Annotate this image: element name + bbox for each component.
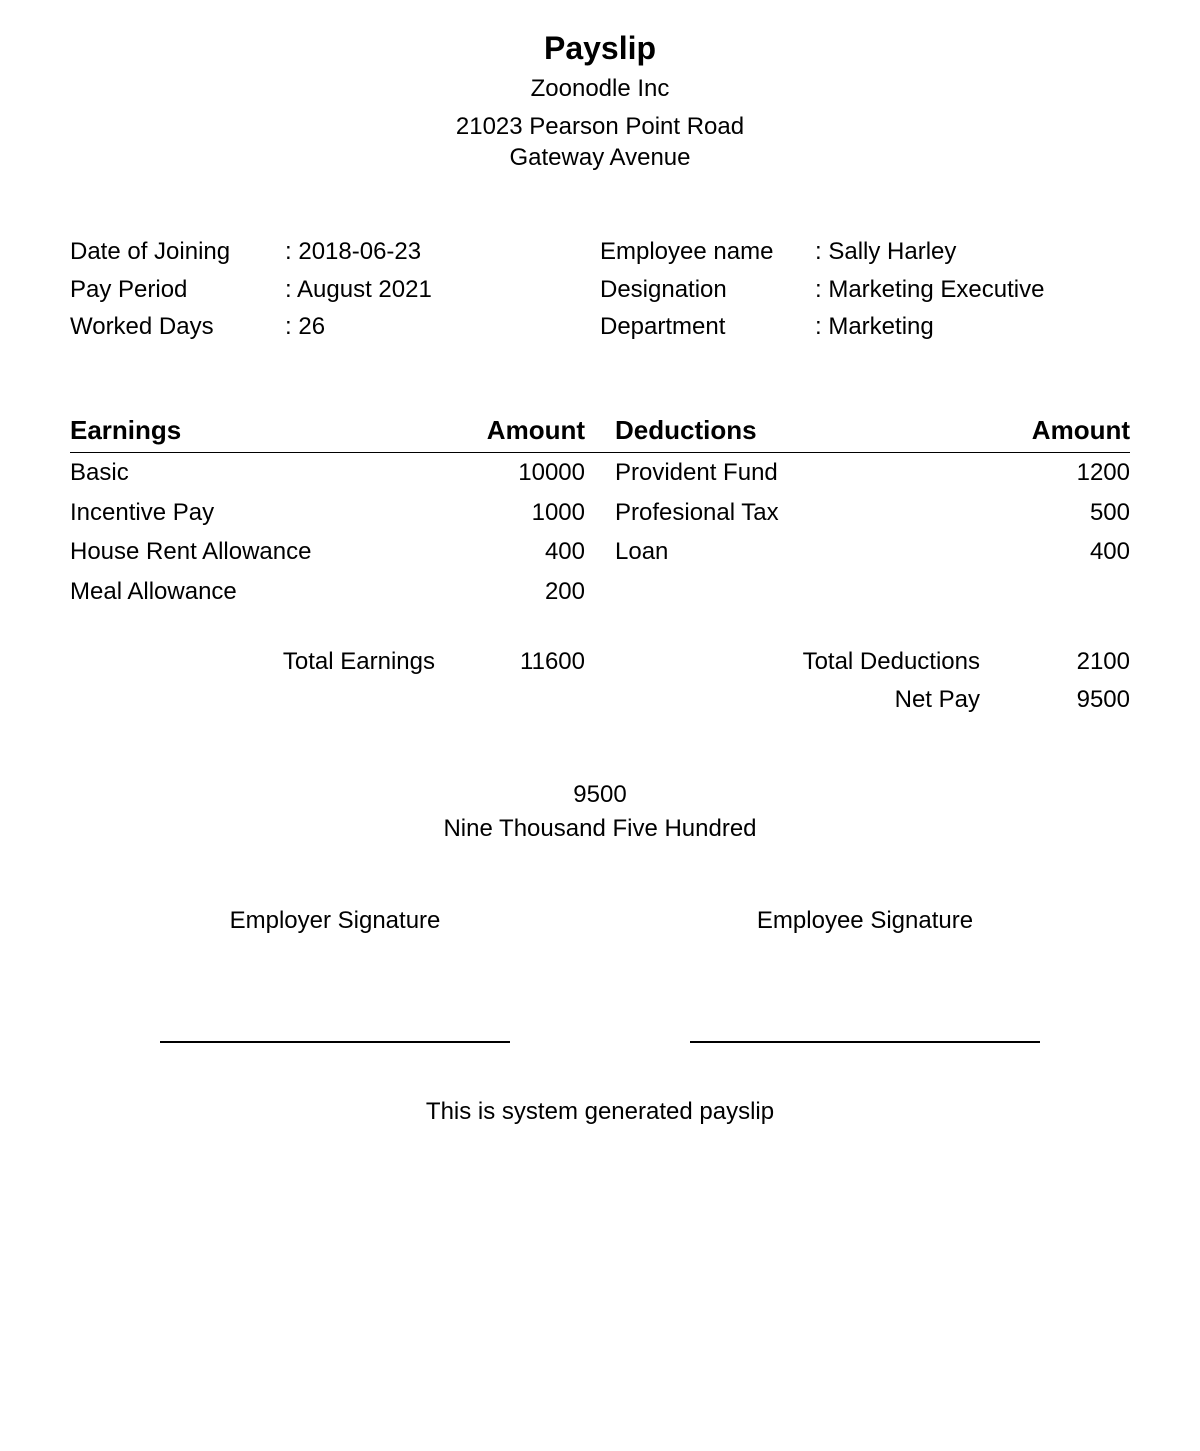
total-deductions-label: Total Deductions bbox=[615, 643, 1020, 680]
employee-sig-line-wrap bbox=[600, 1030, 1130, 1048]
label-desig: Designation bbox=[600, 271, 815, 308]
deduction-row: Loan 400 bbox=[615, 532, 1130, 572]
info-right-labels: Employee name Designation Department bbox=[600, 233, 815, 345]
address: 21023 Pearson Point Road Gateway Avenue bbox=[70, 111, 1130, 173]
total-deductions-value: 2100 bbox=[1020, 643, 1130, 680]
earning-row: House Rent Allowance 400 bbox=[70, 532, 585, 572]
deduction-label: Provident Fund bbox=[615, 453, 1077, 493]
label-period: Pay Period bbox=[70, 271, 285, 308]
net-pay-label: Net Pay bbox=[615, 681, 1020, 718]
earning-label: Basic bbox=[70, 453, 518, 493]
employee-info: Date of Joining Pay Period Worked Days 2… bbox=[70, 233, 1130, 345]
label-doj: Date of Joining bbox=[70, 233, 285, 270]
earnings-header: Earnings bbox=[70, 415, 487, 446]
earning-label: Incentive Pay bbox=[70, 493, 532, 533]
label-dept: Department bbox=[600, 308, 815, 345]
total-earnings-col: Total Earnings 11600 bbox=[70, 643, 600, 717]
info-left-labels: Date of Joining Pay Period Worked Days bbox=[70, 233, 285, 345]
earning-label: Meal Allowance bbox=[70, 572, 545, 612]
employer-sig-label: Employer Signature bbox=[70, 907, 600, 935]
earning-amount: 10000 bbox=[518, 453, 585, 493]
earnings-column: Basic 10000 Incentive Pay 1000 House Ren… bbox=[70, 453, 600, 611]
total-earnings-value: 11600 bbox=[475, 643, 585, 717]
deduction-label: Loan bbox=[615, 532, 1090, 572]
deductions-header: Deductions bbox=[615, 415, 1032, 446]
pay-table-header: Earnings Amount Deductions Amount bbox=[70, 415, 1130, 453]
deduction-row: Provident Fund 1200 bbox=[615, 453, 1130, 493]
employee-sig-label: Employee Signature bbox=[600, 907, 1130, 935]
info-right-values: Sally Harley Marketing Executive Marketi… bbox=[815, 233, 1044, 345]
earning-amount: 1000 bbox=[532, 493, 585, 533]
earning-amount: 200 bbox=[545, 572, 585, 612]
pay-table-body: Basic 10000 Incentive Pay 1000 House Ren… bbox=[70, 453, 1130, 611]
amount-header-deductions: Amount bbox=[1032, 415, 1130, 446]
label-days: Worked Days bbox=[70, 308, 285, 345]
employer-sig-line bbox=[160, 1041, 510, 1043]
net-pay-amount-repeat: 9500 bbox=[70, 778, 1130, 813]
earnings-header-col: Earnings Amount bbox=[70, 415, 600, 452]
value-desig: Marketing Executive bbox=[815, 271, 1044, 308]
deduction-amount: 1200 bbox=[1077, 453, 1130, 493]
value-doj: 2018-06-23 bbox=[285, 233, 432, 270]
label-name: Employee name bbox=[600, 233, 815, 270]
info-left-values: 2018-06-23 August 2021 26 bbox=[285, 233, 432, 345]
earning-amount: 400 bbox=[545, 532, 585, 572]
totals-row: Total Earnings 11600 Total Deductions 21… bbox=[70, 643, 1130, 717]
earning-row: Basic 10000 bbox=[70, 453, 585, 493]
deduction-row: Profesional Tax 500 bbox=[615, 493, 1130, 533]
address-line1: 21023 Pearson Point Road bbox=[70, 111, 1130, 142]
payslip-page: Payslip Zoonodle Inc 21023 Pearson Point… bbox=[0, 0, 1200, 1126]
earning-row: Incentive Pay 1000 bbox=[70, 493, 585, 533]
value-period: August 2021 bbox=[285, 271, 432, 308]
amount-header-earnings: Amount bbox=[487, 415, 585, 446]
total-deductions-col: Total Deductions 2100 Net Pay 9500 bbox=[600, 643, 1130, 717]
employee-sig-line bbox=[690, 1041, 1040, 1043]
page-title: Payslip bbox=[70, 30, 1130, 67]
company-name: Zoonodle Inc bbox=[70, 75, 1130, 103]
employer-sig-line-wrap bbox=[70, 1030, 600, 1048]
earning-row: Meal Allowance 200 bbox=[70, 572, 585, 612]
signature-labels: Employer Signature Employee Signature bbox=[70, 907, 1130, 935]
value-dept: Marketing bbox=[815, 308, 1044, 345]
deductions-header-col: Deductions Amount bbox=[600, 415, 1130, 452]
net-pay-words: 9500 Nine Thousand Five Hundred bbox=[70, 778, 1130, 848]
deductions-column: Provident Fund 1200 Profesional Tax 500 … bbox=[600, 453, 1130, 611]
info-left: Date of Joining Pay Period Worked Days 2… bbox=[70, 233, 600, 345]
value-name: Sally Harley bbox=[815, 233, 1044, 270]
deduction-amount: 400 bbox=[1090, 532, 1130, 572]
footer-note: This is system generated payslip bbox=[70, 1098, 1130, 1126]
net-pay-in-words: Nine Thousand Five Hundred bbox=[70, 812, 1130, 847]
info-right: Employee name Designation Department Sal… bbox=[600, 233, 1130, 345]
total-earnings-label: Total Earnings bbox=[70, 643, 475, 717]
header: Payslip Zoonodle Inc 21023 Pearson Point… bbox=[70, 30, 1130, 173]
earning-label: House Rent Allowance bbox=[70, 532, 545, 572]
deduction-amount: 500 bbox=[1090, 493, 1130, 533]
net-pay-value: 9500 bbox=[1020, 681, 1130, 718]
signature-lines bbox=[70, 1030, 1130, 1048]
address-line2: Gateway Avenue bbox=[70, 142, 1130, 173]
deduction-label: Profesional Tax bbox=[615, 493, 1090, 533]
value-days: 26 bbox=[285, 308, 432, 345]
